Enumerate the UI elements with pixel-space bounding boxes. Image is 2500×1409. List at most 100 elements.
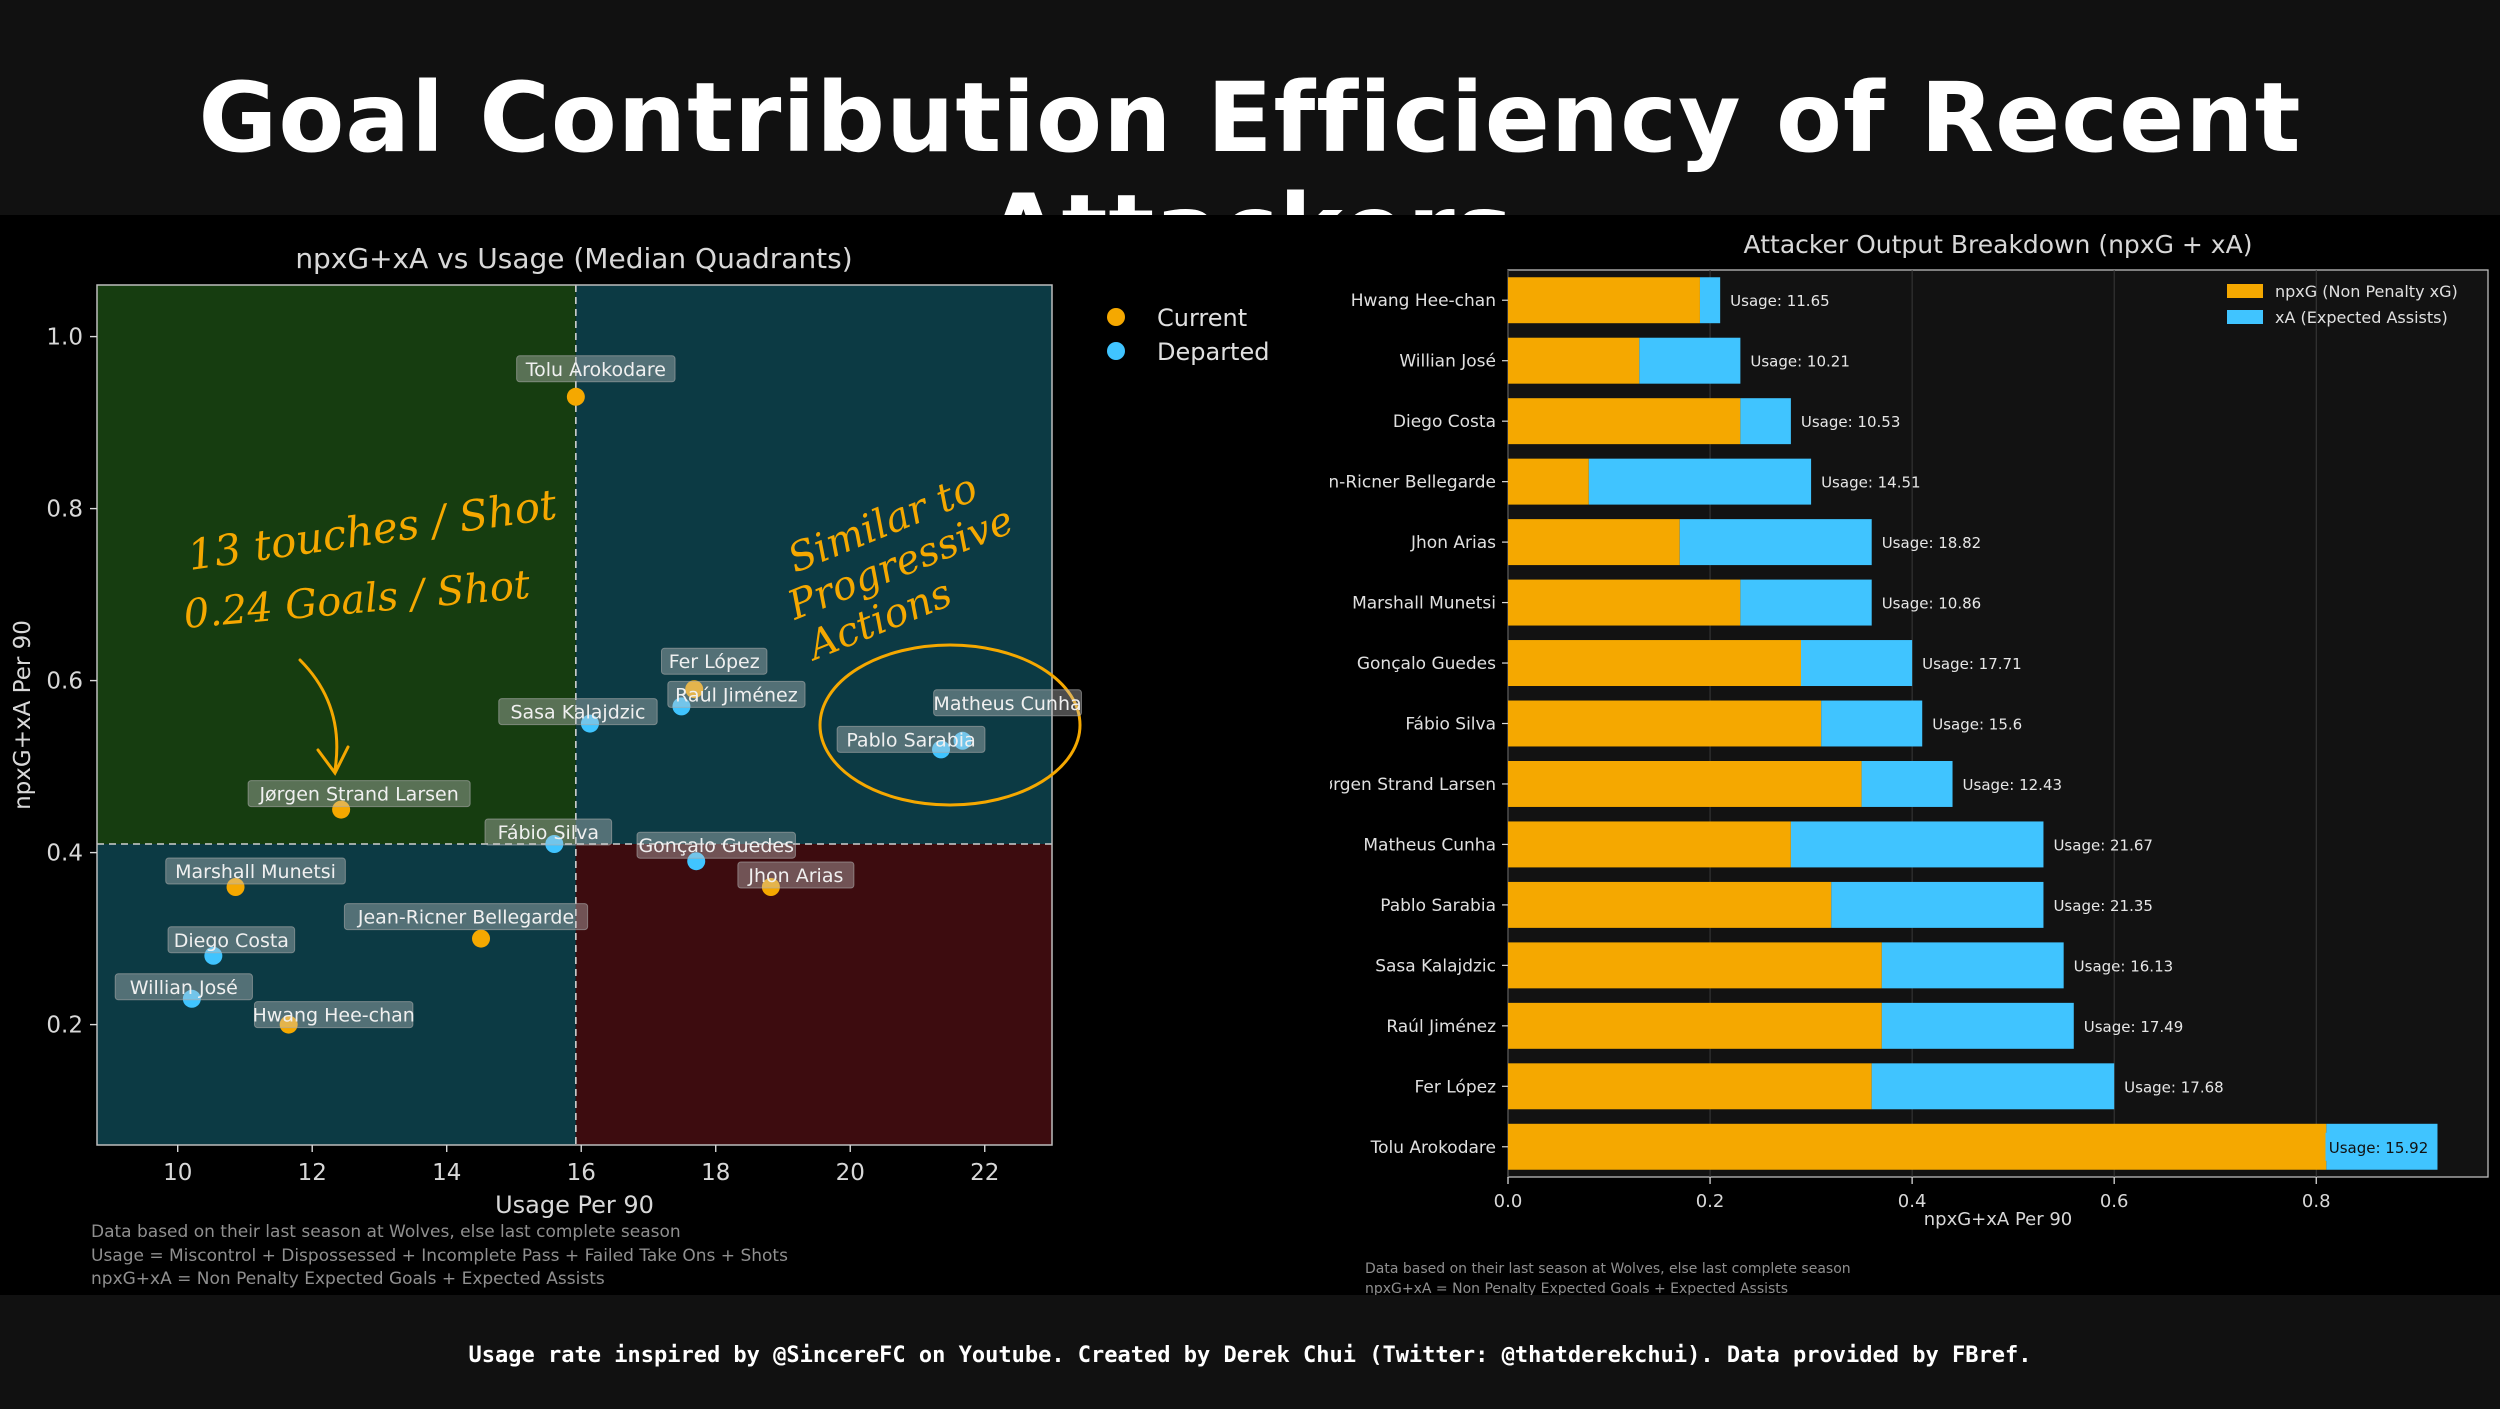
- point-sasa-kalajdzic: [580, 714, 599, 733]
- bar-category-goncalo-guedes: Gonçalo Guedes: [1357, 654, 1496, 674]
- point-label-pablo-sarabia: Pablo Sarabia: [846, 729, 975, 751]
- point-label-matheus-cunha: Matheus Cunha: [933, 693, 1081, 715]
- x-tick-label: 22: [970, 1160, 999, 1186]
- y-tick-label: 1.0: [46, 325, 83, 351]
- bar-category-fer-lopez: Fer López: [1415, 1077, 1497, 1097]
- scatter-axes: 10 12 14 16 18 20 22 0.2 0.4 0.6 0.8 1.0 Usage Per 9…: [10, 284, 1053, 1219]
- bar-category-matheus-cunha: Matheus Cunha: [1363, 835, 1496, 855]
- point-raul-jimenez: [672, 697, 691, 716]
- usage-label-matheus-cunha: Usage: 21.67: [2053, 836, 2153, 854]
- bar-xa-pablo-sarabia: [1831, 881, 2044, 928]
- point-jhon-arias: [761, 878, 780, 896]
- point-label-box: [933, 689, 1082, 717]
- bar-npxg-sasa-kalajdzic: [1508, 942, 1882, 989]
- point-jean-ricner-bellegarde: [472, 929, 491, 948]
- bar-npxg-fabio-silva: [1508, 700, 1822, 747]
- point-label-box: [484, 818, 613, 846]
- usage-label-hwang-hee-chan: Usage: 11.65: [1730, 292, 1830, 310]
- legend-marker-current: [1107, 308, 1125, 326]
- bar-x-tick-label: 0.2: [1696, 1191, 1725, 1212]
- scatter-note-2: Usage = Miscontrol + Dispossessed + Inco…: [91, 1246, 788, 1266]
- quadrant-backgrounds: [97, 285, 1052, 1145]
- usage-label-fer-lopez: Usage: 17.68: [2124, 1078, 2224, 1096]
- point-label-tolu-arokodare: Tolu Arokodare: [525, 359, 666, 381]
- bar-category-pablo-sarabia: Pablo Sarabia: [1380, 896, 1496, 916]
- bar-category-hwang-hee-chan: Hwang Hee-chan: [1351, 291, 1496, 311]
- bar-npxg-jhon-arias: [1508, 519, 1680, 566]
- point-goncalo-guedes: [687, 852, 706, 871]
- y-tick-label: 0.2: [46, 1013, 83, 1039]
- bar-xa-goncalo-guedes: [1800, 640, 1913, 687]
- bar-legend-swatch-0: [2227, 284, 2263, 298]
- point-label-box: [636, 831, 796, 859]
- x-tick-label: 16: [567, 1160, 596, 1186]
- point-label-box: [253, 1001, 414, 1029]
- bar-legend-label-1: xA (Expected Assists): [2275, 308, 2448, 327]
- bar-npxg-jean-ricner-bellegarde: [1508, 458, 1589, 505]
- bar-xa-hwang-hee-chan: [1699, 277, 1721, 324]
- bar-npxg-pablo-sarabia: [1508, 881, 1832, 928]
- point-tolu-arokodare: [566, 387, 585, 406]
- bar-xa-jean-ricner-bellegarde: [1588, 458, 1812, 505]
- bar-note-1: Data based on their last season at Wolve…: [1365, 1261, 1851, 1277]
- bar-npxg-hwang-hee-chan: [1508, 277, 1700, 324]
- quadrant-top-right: [575, 285, 1052, 844]
- point-label-box: [247, 780, 471, 808]
- bar-chart: Attacker Output Breakdown (npxG + xA) 0.…: [1330, 230, 2489, 1295]
- point-label-box: [661, 647, 768, 675]
- x-tick-label: 10: [163, 1160, 192, 1186]
- bar-title: Attacker Output Breakdown (npxG + xA): [1744, 230, 2253, 259]
- bar-xa-raul-jimenez: [1881, 1002, 2074, 1049]
- usage-label-raul-jimenez: Usage: 17.49: [2084, 1018, 2184, 1036]
- point-label-box: [167, 926, 296, 954]
- point-label-sasa-kalajdzic: Sasa Kalajdzic: [510, 702, 645, 724]
- point-label-marshall-munetsi: Marshall Munetsi: [175, 861, 336, 883]
- bar-npxg-fer-lopez: [1508, 1063, 1872, 1110]
- point-marshall-munetsi: [226, 878, 245, 896]
- y-tick-label: 0.4: [46, 841, 83, 867]
- scatter-xlabel: Usage Per 90: [495, 1191, 654, 1219]
- usage-label-box: [2325, 1132, 2432, 1161]
- usage-label-pablo-sarabia: Usage: 21.35: [2053, 897, 2153, 915]
- bar-x-tick-label: 0.4: [1898, 1191, 1927, 1212]
- footer-credits: Usage rate inspired by @SincereFC on You…: [468, 1343, 2032, 1368]
- point-label-box: [516, 355, 676, 383]
- usage-label-willian-jose: Usage: 10.21: [1750, 353, 1850, 371]
- bar-xa-marshall-munetsi: [1740, 579, 1872, 626]
- bar-npxg-goncalo-guedes: [1508, 640, 1801, 687]
- scatter-chart: npxG+xA vs Usage (Median Quadrants) 10 12…: [10, 242, 1269, 1289]
- x-tick-label: 14: [432, 1160, 461, 1186]
- point-diego-costa: [204, 946, 223, 965]
- bar-legend: npxG (Non Penalty xG) xA (Expected Assist…: [2227, 282, 2458, 327]
- bar-xa-jhon-arias: [1679, 519, 1872, 566]
- point-label-box: [498, 698, 658, 726]
- bar-legend-swatch-1: [2227, 310, 2263, 324]
- bar-npxg-j-rgen-strand-larsen: [1508, 760, 1862, 807]
- bar-category-jean-ricner-bellegarde: Jean-Ricner Bellegarde: [1330, 473, 1496, 493]
- quadrant-bottom-left: [97, 844, 576, 1145]
- bar-category-marshall-munetsi: Marshall Munetsi: [1352, 594, 1496, 614]
- bar-category-raul-jimenez: Raúl Jiménez: [1386, 1017, 1496, 1037]
- usage-label-j-rgen-strand-larsen: Usage: 12.43: [1963, 776, 2063, 794]
- bar-category-tolu-arokodare: Tolu Arokodare: [1370, 1138, 1496, 1158]
- bar-npxg-marshall-munetsi: [1508, 579, 1741, 626]
- point-label-hwang-hee-chan: Hwang Hee-chan: [253, 1005, 415, 1027]
- bar-npxg-raul-jimenez: [1508, 1002, 1882, 1049]
- point-pablo-sarabia: [932, 740, 951, 759]
- x-tick-label: 18: [701, 1160, 730, 1186]
- usage-label-fabio-silva: Usage: 15.6: [1932, 716, 2022, 734]
- quadrant-bottom-right: [575, 844, 1052, 1145]
- scatter-points: Tolu Arokodare Fer López Raúl Jiménez Sasa …: [114, 355, 1082, 1034]
- bar-category-fabio-silva: Fábio Silva: [1405, 715, 1496, 735]
- charts-panel: npxG+xA vs Usage (Median Quadrants) 10 12…: [0, 215, 2500, 1295]
- point-label-box: [667, 680, 806, 708]
- x-tick-label: 20: [836, 1160, 865, 1186]
- usage-label-jean-ricner-bellegarde: Usage: 14.51: [1821, 474, 1921, 492]
- bar-category-jhon-arias: Jhon Arias: [1410, 533, 1496, 553]
- bar-npxg-tolu-arokodare: [1508, 1123, 2327, 1170]
- point-j-rgen-strand-larsen: [332, 800, 351, 819]
- scatter-note-3: npxG+xA = Non Penalty Expected Goals + E…: [91, 1269, 605, 1289]
- point-fabio-silva: [545, 835, 564, 853]
- bar-x-tick-label: 0.8: [2302, 1191, 2331, 1212]
- point-willian-jose: [182, 989, 201, 1008]
